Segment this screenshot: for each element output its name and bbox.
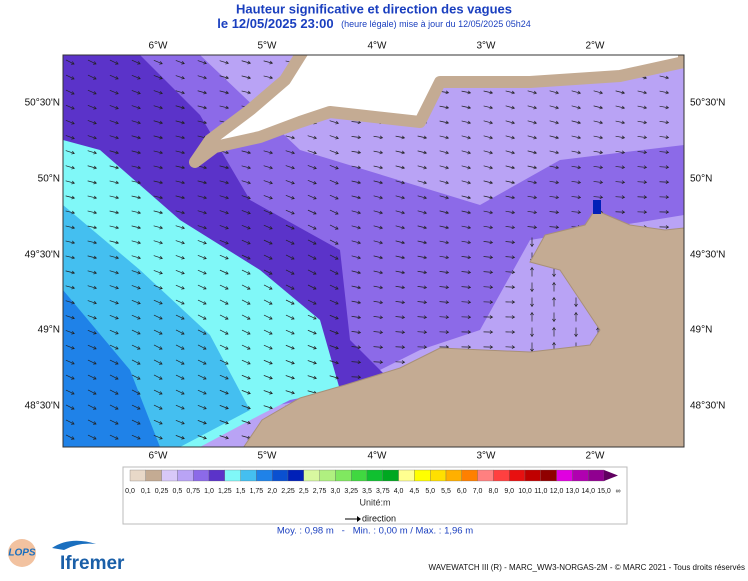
lon-label: 6°W [149,41,169,52]
lat-label: 50°30'N [25,98,60,109]
scale-label: 3,5 [362,488,372,495]
channel-island [593,200,601,214]
scale-swatch [225,470,241,481]
scale-label: 0,75 [186,488,200,495]
lat-label: 48°30'N [690,401,725,412]
scale-label: 11,0 [534,488,547,495]
lat-label: 49°N [38,325,60,336]
scale-label: 0,25 [155,488,169,495]
scale-label: 1,75 [250,488,264,495]
map [63,40,684,460]
scale-swatch [272,470,288,481]
scale-swatch [130,470,146,481]
scale-label: 13,0 [566,488,580,495]
scale-swatch [288,470,304,481]
scale-label: 2,25 [281,488,295,495]
scale-label: 15,0 [597,488,611,495]
scale-label: 1,5 [236,488,246,495]
lops-logo-text: LOPS [8,548,36,559]
scale-swatch [399,470,415,481]
lon-label: 2°W [586,41,606,52]
scale-label: 1,0 [204,488,214,495]
lat-label: 48°30'N [25,401,60,412]
scale-swatch [430,470,446,481]
scale-label: 14,0 [581,488,595,495]
lat-label: 49°N [690,325,712,336]
ifremer-logo-mark [52,541,96,550]
scale-swatch [572,470,588,481]
unit: Unité:m [359,497,390,507]
scale-label: 0,5 [173,488,183,495]
scale-swatch [414,470,430,481]
lon-label: 4°W [368,41,388,52]
scale-label: 0,1 [141,488,151,495]
direction-label: direction [362,513,396,523]
scale-swatch [478,470,494,481]
lon-label: 5°W [258,41,278,52]
scale-swatch [462,470,478,481]
scale-label: 4,5 [410,488,420,495]
scale-label: 5,5 [441,488,451,495]
scale-label: 9,0 [504,488,514,495]
scale-label: 3,0 [331,488,341,495]
scale-label: 6,0 [457,488,467,495]
scale-swatch [209,470,225,481]
scale-label: 2,75 [313,488,327,495]
scale-label: 2,5 [299,488,309,495]
scale-swatch [383,470,399,481]
scale-label: 0,0 [125,488,135,495]
scale-swatch [177,470,193,481]
scale-swatch [335,470,351,481]
scale-label: 8,0 [489,488,499,495]
scale-swatch [493,470,509,481]
scale-swatch [509,470,525,481]
scale-swatch [320,470,336,481]
scale-label: 10,0 [518,488,532,495]
lon-label: 3°W [477,41,497,52]
lon-label: 5°W [258,451,278,462]
lat-label: 50°N [690,174,712,185]
scale-swatch [557,470,573,481]
ifremer-logo-text: Ifremer [60,553,125,574]
subtitle: le 12/05/2025 23:00 (heure légale) mise … [217,16,530,33]
scale-label: 2,0 [267,488,277,495]
lon-label: 4°W [368,451,388,462]
scale-swatch [256,470,272,481]
scale-label: 7,0 [473,488,483,495]
scale-swatch [446,470,462,481]
stats: Moy. : 0,98 m - Min. : 0,00 m / Max. : 1… [277,526,473,537]
scale-swatch [241,470,257,481]
scale-swatch [162,470,178,481]
lon-label: 6°W [149,451,169,462]
scale-swatch [541,470,557,481]
update-note: (heure légale) mise à jour du 12/05/2025… [341,19,531,29]
lat-label: 49°30'N [690,250,725,261]
scale-label: 5,0 [425,488,435,495]
scale-label: 1,25 [218,488,232,495]
scale-swatch [304,470,320,481]
scale-swatch [367,470,383,481]
scale-label: 3,25 [344,488,358,495]
lon-label: 2°W [586,451,606,462]
scale-label: 3,75 [376,488,390,495]
scale-swatch [193,470,209,481]
scale-swatch [146,470,162,481]
scale-label: ∞ [616,488,621,495]
scale-swatch [525,470,541,481]
lat-label: 49°30'N [25,250,60,261]
scale-swatch [588,470,604,481]
scale-label: 12,0 [550,488,564,495]
lat-label: 50°N [38,174,60,185]
scale-label: 4,0 [394,488,404,495]
date: le 12/05/2025 23:00 [217,16,333,31]
lon-label: 3°W [477,451,497,462]
scale-swatch [351,470,367,481]
title: Hauteur significative et direction des v… [236,1,512,16]
lat-label: 50°30'N [690,98,725,109]
credits: WAVEWATCH III (R) - MARC_WW3-NORGAS-2M -… [429,563,745,572]
